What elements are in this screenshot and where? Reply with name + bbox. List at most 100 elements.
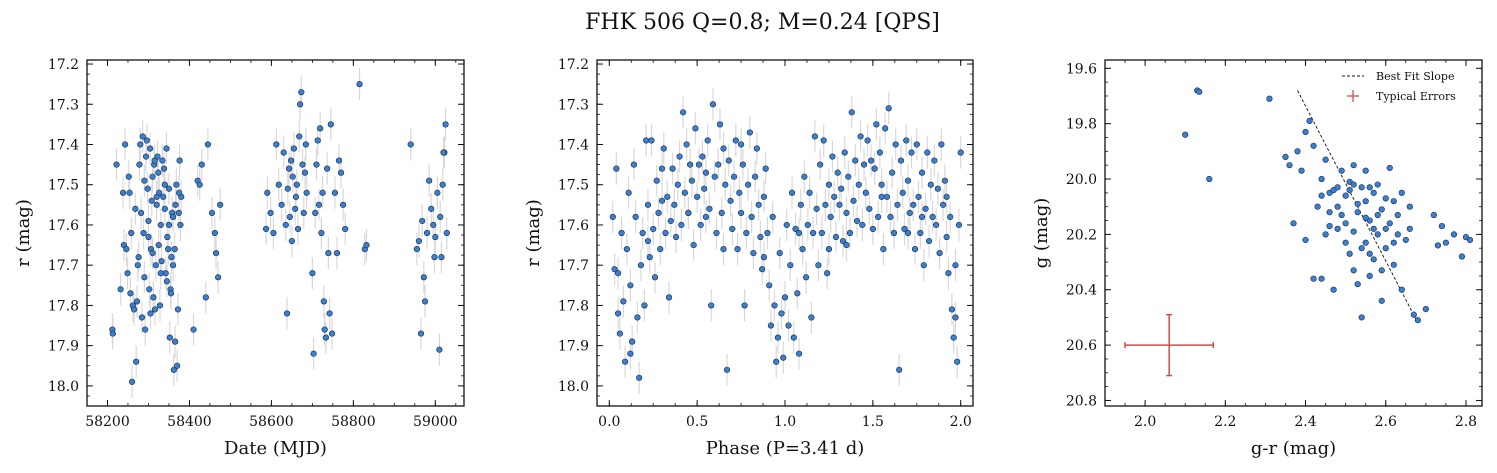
x-tick-label: 58600 [249, 414, 294, 430]
panel-light-curve: 58200 58400 58600 58800 59000 17.2 17.3 17.4 17.… [13, 57, 465, 459]
data-point [407, 141, 414, 148]
data-point [428, 205, 435, 212]
data-point [172, 201, 179, 208]
data-point [878, 181, 885, 188]
data-point [852, 157, 859, 164]
data-point [314, 137, 321, 144]
y-tick-label: 17.5 [558, 178, 589, 194]
data-point [657, 245, 664, 253]
data-point [173, 181, 180, 188]
data-point [706, 205, 713, 212]
data-point [723, 366, 731, 373]
data-point [757, 233, 764, 241]
data-point [275, 181, 282, 188]
data-point [825, 245, 833, 253]
data-point [788, 189, 796, 196]
data-point [634, 314, 641, 321]
data-point [922, 205, 929, 212]
data-point [904, 177, 912, 184]
data-point [650, 225, 657, 233]
data-point [1302, 128, 1309, 136]
data-point [1390, 239, 1397, 246]
data-point [834, 169, 841, 176]
data-point [664, 193, 671, 200]
data-point [614, 270, 622, 277]
figure-title: FHK 506 Q=0.8; M=0.24 [QPS] [585, 10, 940, 35]
data-point [317, 125, 324, 132]
data-point [153, 201, 160, 208]
data-point [1310, 275, 1317, 282]
data-point [333, 250, 341, 257]
data-point [294, 225, 302, 233]
data-point [1322, 231, 1329, 238]
data-point [322, 334, 330, 341]
data-point [903, 137, 910, 144]
y-tick-label: 17.6 [558, 218, 589, 234]
data-point [1422, 306, 1429, 313]
data-point [432, 233, 439, 241]
data-point [113, 161, 120, 168]
data-point [818, 229, 825, 237]
data-point [282, 221, 289, 229]
data-point [943, 193, 950, 200]
x-tick-label: 1.0 [774, 414, 796, 430]
data-point [319, 189, 326, 196]
data-point [924, 149, 931, 156]
data-point [660, 145, 667, 152]
data-point [1402, 236, 1409, 244]
data-point [267, 209, 274, 216]
data-point [324, 165, 331, 172]
data-point [780, 354, 787, 361]
data-point [1386, 220, 1393, 227]
data-point [1322, 156, 1329, 163]
data-point [176, 189, 183, 196]
data-point [883, 193, 891, 200]
data-point [434, 189, 441, 196]
x-tick-label: 58200 [85, 414, 130, 430]
data-point [687, 161, 694, 168]
data-point [166, 334, 173, 341]
data-point [285, 165, 293, 172]
data-point [1196, 88, 1203, 95]
data-point [767, 322, 775, 329]
data-point [817, 161, 824, 168]
data-point [867, 157, 875, 164]
data-point [729, 225, 736, 233]
data-point [1370, 189, 1377, 196]
data-point [143, 137, 150, 144]
data-point [862, 189, 869, 196]
data-point [420, 274, 427, 281]
data-point [699, 153, 706, 160]
data-point [672, 233, 680, 241]
y-tick-label: 17.4 [558, 137, 589, 153]
data-point [746, 129, 753, 136]
data-point [1310, 142, 1317, 149]
data-point [296, 133, 303, 140]
data-point [730, 173, 738, 180]
data-point [146, 286, 153, 293]
data-point [695, 161, 703, 168]
data-point [792, 225, 799, 233]
data-point [813, 205, 820, 212]
data-point [169, 262, 177, 269]
data-point [296, 101, 304, 108]
data-point [799, 245, 806, 253]
data-point [831, 193, 838, 200]
data-point [839, 237, 847, 245]
y-tick-label: 17.7 [48, 258, 79, 274]
data-point [720, 245, 727, 253]
data-point [678, 221, 685, 229]
data-point [674, 181, 681, 188]
data-point [1286, 162, 1293, 169]
data-point [669, 165, 676, 172]
data-point [1398, 189, 1405, 196]
data-point [641, 302, 648, 309]
data-point [310, 350, 317, 357]
data-point [941, 177, 948, 184]
data-point [778, 310, 785, 317]
data-point [931, 157, 938, 164]
data-point [878, 193, 885, 200]
data-point [741, 302, 748, 309]
data-point [667, 217, 674, 225]
data-point [1442, 239, 1450, 246]
